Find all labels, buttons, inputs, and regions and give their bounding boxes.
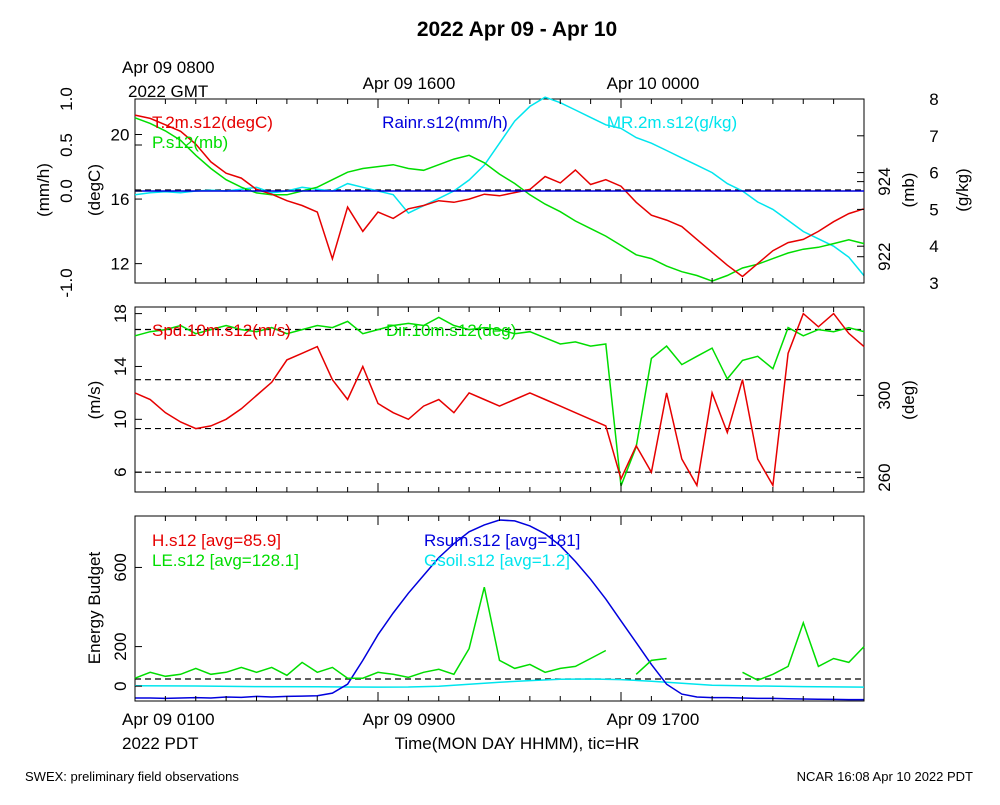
- footer-left: SWEX: preliminary field observations: [25, 769, 239, 784]
- legend-mixing-ratio: MR.2m.s12(g/kg): [607, 113, 737, 132]
- mm-h-tick-label-2: 0.5: [57, 133, 76, 157]
- legend-temperature: T.2m.s12(degC): [152, 113, 273, 132]
- mm-h-tick-label-3: 1.0: [57, 87, 76, 111]
- panel-1-axes: -1.0 0.0 0.5 1.0 12 16 20 922 924 3 4 5 6 7 8: [57, 87, 939, 297]
- g-kg-tick-label-3: 6: [929, 164, 938, 183]
- bottom-axis-label-mid: Apr 09 0900: [363, 710, 456, 729]
- g-kg-tick-label-0: 3: [929, 274, 938, 293]
- m-s-tick-label-1: 10: [111, 410, 130, 429]
- legend-sensible-heat: H.s12 [avg=85.9]: [152, 531, 281, 550]
- panel-2-series: [134, 312, 865, 488]
- panel-3-axes: 0 200 600: [111, 516, 865, 701]
- g-kg-tick-label-4: 7: [929, 127, 938, 146]
- legend-soil-heat: Gsoil.s12 [avg=1.2]: [424, 551, 570, 570]
- top-axis-label-mid: Apr 09 1600: [363, 74, 456, 93]
- m-s-tick-label-0: 6: [111, 467, 130, 476]
- latent-heat-line-1: [635, 657, 667, 675]
- energy-tick-label-2: 600: [111, 553, 130, 581]
- legend-wind-direction: Dir.10m.s12(deg): [386, 321, 516, 340]
- mb-tick-label-0: 922: [875, 243, 894, 271]
- m-s-tick-label-3: 18: [111, 304, 130, 323]
- panel-2-axes: 6 10 14 18 260 300: [111, 304, 894, 492]
- legend-latent-heat: LE.s12 [avg=128.1]: [152, 551, 299, 570]
- degc-tick-label-0: 12: [111, 255, 130, 274]
- latent-heat-line-2: [742, 620, 865, 682]
- bottom-axis-label-first: Apr 09 0100: [122, 710, 215, 729]
- g-kg-tick-label-1: 4: [929, 237, 938, 256]
- top-axis-label-first-sub: 2022 GMT: [128, 82, 208, 101]
- bottom-axis-label-last: Apr 09 1700: [607, 710, 700, 729]
- legend-wind-speed: Spd.10m.s12(m/s): [152, 321, 291, 340]
- axis-label-energy-budget: Energy Budget: [85, 551, 104, 664]
- degc-tick-label-1: 16: [111, 190, 130, 209]
- legend-rain-rate: Rainr.s12(mm/h): [382, 113, 508, 132]
- m-s-tick-label-2: 14: [111, 357, 130, 376]
- axis-label-degc: (degC): [85, 164, 104, 216]
- footer-right: NCAR 16:08 Apr 10 2022 PDT: [797, 769, 973, 784]
- energy-tick-label-0: 0: [111, 681, 130, 690]
- degc-tick-label-2: 20: [111, 126, 130, 145]
- panel-2: 6 10 14 18 260 300 Spd.10m.s12(m/s) Dir.10m.s…: [85, 304, 918, 493]
- axis-label-g-kg: (g/kg): [953, 168, 972, 211]
- panel-3: 0 200 600 H.s12 [avg=85.9] LE.s12 [avg=128…: [85, 515, 865, 702]
- panel-1: -1.0 0.0 0.5 1.0 12 16 20 922 924 3 4 5 6 7 8 T.2m.s12…: [34, 87, 972, 297]
- panel-2-gridlines: [135, 328, 864, 473]
- top-axis-label-last: Apr 10 0000: [607, 74, 700, 93]
- g-kg-tick-label-5: 8: [929, 90, 938, 109]
- pressure-line: [134, 117, 865, 282]
- deg-tick-label-0: 260: [875, 463, 894, 491]
- legend-net-radiation: Rsum.s12 [avg=181]: [424, 531, 580, 550]
- chart-title: 2022 Apr 09 - Apr 10: [417, 18, 617, 41]
- axis-label-mm-h: (mm/h): [34, 163, 53, 217]
- axis-label-deg: (deg): [899, 380, 918, 420]
- wind-speed-line: [134, 312, 865, 488]
- temperature-line: [134, 114, 865, 278]
- axis-label-mb: (mb): [899, 173, 918, 208]
- top-axis-label-first: Apr 09 0800: [122, 58, 215, 77]
- soil-heat-line: [134, 678, 865, 688]
- x-axis-title: Time(MON DAY HHMM), tic=HR: [395, 734, 640, 753]
- mb-tick-label-1: 924: [875, 167, 894, 195]
- g-kg-tick-label-2: 5: [929, 200, 938, 219]
- bottom-axis-sublabel: 2022 PDT: [122, 734, 199, 753]
- energy-tick-label-1: 200: [111, 632, 130, 660]
- panel-1-series: [134, 96, 865, 282]
- latent-heat-line-0: [134, 587, 607, 679]
- axis-label-m-s: (m/s): [85, 381, 104, 420]
- mm-h-tick-label-0: -1.0: [57, 268, 76, 297]
- legend-pressure: P.s12(mb): [152, 133, 228, 152]
- wind-direction-line: [134, 316, 865, 487]
- deg-tick-label-1: 300: [875, 381, 894, 409]
- mm-h-tick-label-1: 0.0: [57, 179, 76, 203]
